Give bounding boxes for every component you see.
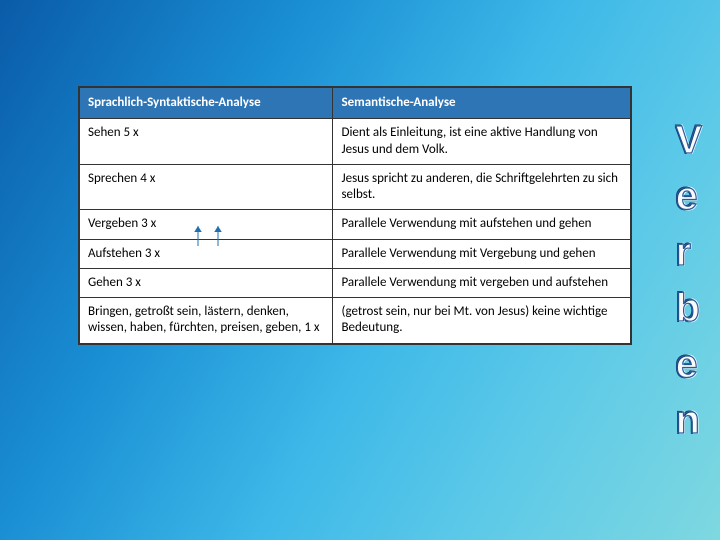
analysis-table: Sprachlich-Syntaktische-Analyse Semantis… — [79, 87, 631, 344]
cell-right: Parallele Verwendung mit aufstehen und g… — [333, 210, 631, 239]
col-header-right: Semantische-Analyse — [333, 88, 631, 119]
cell-right: Parallele Verwendung mit vergeben und au… — [333, 268, 631, 297]
cell-left: Sehen 5 x — [80, 119, 333, 165]
cell-left: Aufstehen 3 x — [80, 239, 333, 268]
cell-right: Jesus spricht zu anderen, die Schriftgel… — [333, 164, 631, 210]
cell-left: Vergeben 3 x — [80, 210, 333, 239]
cell-right: (getrost sein, nur bei Mt. von Jesus) ke… — [333, 298, 631, 344]
cell-left: Bringen, getroßt sein, lästern, denken, … — [80, 298, 333, 344]
cell-left: Sprechen 4 x — [80, 164, 333, 210]
cell-right: Dient als Einleitung, ist eine aktive Ha… — [333, 119, 631, 165]
slide: Sprachlich-Syntaktische-Analyse Semantis… — [0, 0, 720, 540]
side-letter: V — [675, 120, 702, 160]
table-row: Aufstehen 3 x Parallele Verwendung mit V… — [80, 239, 631, 268]
analysis-table-wrap: Sprachlich-Syntaktische-Analyse Semantis… — [78, 86, 632, 345]
cell-right: Parallele Verwendung mit Vergebung und g… — [333, 239, 631, 268]
side-letters: V e r b e n — [675, 120, 702, 440]
side-letter: n — [675, 400, 702, 440]
side-letter: b — [675, 288, 702, 328]
side-letter: r — [675, 232, 702, 272]
cell-left: Gehen 3 x — [80, 268, 333, 297]
table-body: Sehen 5 x Dient als Einleitung, ist eine… — [80, 119, 631, 343]
col-header-left: Sprachlich-Syntaktische-Analyse — [80, 88, 333, 119]
table-row: Sehen 5 x Dient als Einleitung, ist eine… — [80, 119, 631, 165]
side-letter: e — [675, 176, 702, 216]
side-letter: e — [675, 344, 702, 384]
table-header: Sprachlich-Syntaktische-Analyse Semantis… — [80, 88, 631, 119]
table-row: Bringen, getroßt sein, lästern, denken, … — [80, 298, 631, 344]
table-row: Sprechen 4 x Jesus spricht zu anderen, d… — [80, 164, 631, 210]
table-row: Vergeben 3 x Parallele Verwendung mit au… — [80, 210, 631, 239]
table-row: Gehen 3 x Parallele Verwendung mit verge… — [80, 268, 631, 297]
